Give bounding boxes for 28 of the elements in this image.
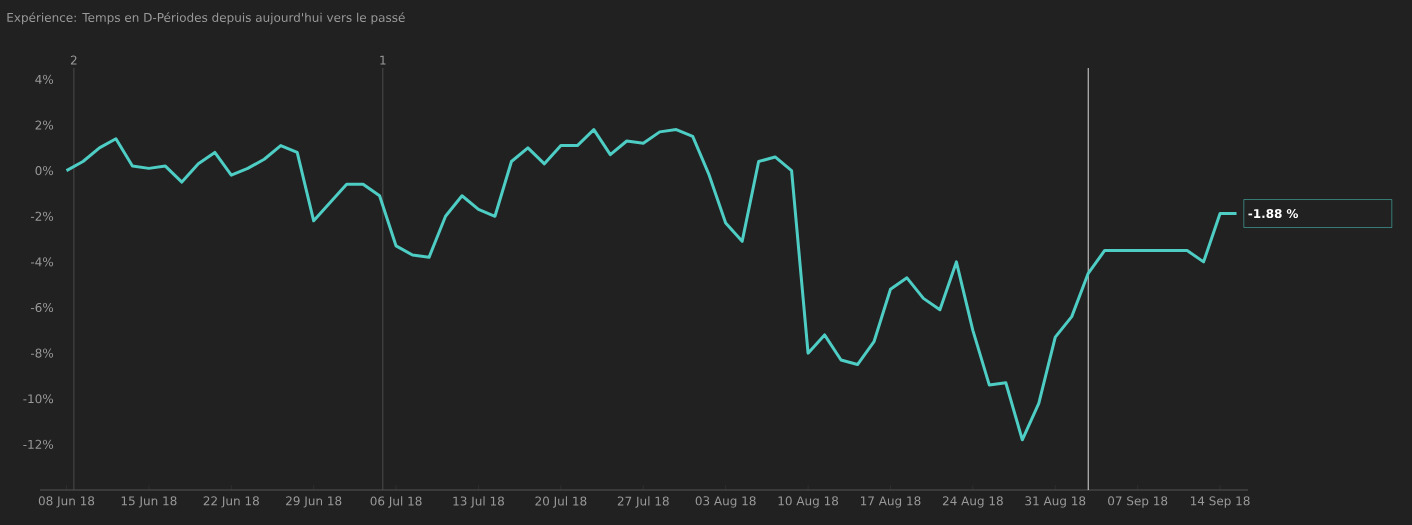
x-tick-label: 08 Jun 18: [38, 496, 95, 508]
chart-title: Expérience: Temps en D-Périodes depuis aujourd'hui vers le passé: [7, 12, 405, 25]
y-tick-label: -8%: [30, 348, 54, 358]
y-tick-label: -2%: [30, 211, 54, 221]
y-tick-label: 0%: [35, 166, 54, 176]
y-tick-label: -6%: [30, 302, 54, 313]
x-tick-label: 29 Jun 18: [286, 496, 342, 508]
x-tick-label: 07 Sep 18: [1108, 496, 1168, 508]
x-tick-label: 13 Jul 18: [453, 496, 504, 508]
y-tick-label: -10%: [23, 394, 54, 404]
x-tick-label: 06 Jul 18: [370, 496, 422, 508]
y-tick-label: 4%: [35, 74, 54, 84]
x-tick-label: 17 Aug 18: [860, 496, 921, 508]
ref-line-label: 2: [70, 55, 77, 65]
x-tick-label: 31 Aug 18: [1025, 496, 1086, 508]
x-tick-label: 14 Sep 18: [1190, 496, 1250, 508]
annotation: -1.88 %: [1248, 208, 1299, 219]
x-tick-label: 15 Jun 18: [121, 496, 177, 508]
x-tick-label: 10 Aug 18: [778, 496, 839, 508]
ref-line-label: 1: [380, 55, 386, 65]
x-tick-label: 20 Jul 18: [535, 496, 587, 508]
y-tick-label: -12%: [23, 439, 54, 449]
x-tick-label: 24 Aug 18: [942, 496, 1003, 508]
y-tick-label: -4%: [30, 257, 54, 267]
x-tick-label: 27 Jul 18: [617, 496, 669, 508]
y-tick-label: 2%: [35, 120, 54, 130]
x-tick-label: 03 Aug 18: [695, 496, 756, 508]
x-tick-label: 22 Jun 18: [203, 496, 259, 508]
